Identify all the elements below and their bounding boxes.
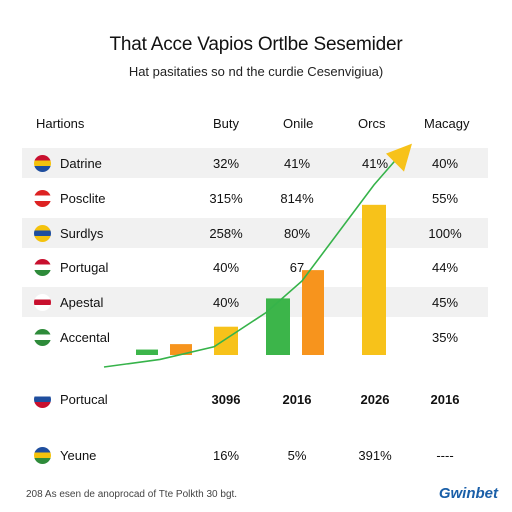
flag-icon (34, 294, 51, 311)
row-cell: 67 (289, 260, 305, 275)
flag-icon (34, 155, 51, 172)
brand-logo: Gwinbet (438, 485, 498, 502)
table-row: Yeune 16% 5% 391% ---- (22, 440, 488, 470)
row-cell: 44% (431, 260, 459, 275)
table-row: Surdlys 258% 80% 100% (22, 218, 488, 248)
header-col1: Buty (213, 116, 240, 131)
row-name: Accental (60, 330, 110, 345)
header-nations: Hartions (36, 116, 85, 131)
flag-icon (34, 391, 51, 408)
trend-arrowhead (386, 143, 412, 172)
chart-subtitle: Hat pasitaties so nd the curdie Cesenvig… (128, 64, 384, 79)
flag-icon (34, 329, 51, 346)
row-cell: 32% (212, 156, 240, 171)
flag-icon (34, 225, 51, 242)
row-name: Portucal (60, 392, 108, 407)
table-row: Datrine 32% 41% 41% 40% (22, 148, 488, 178)
bar (266, 298, 290, 355)
flag-icon (34, 259, 51, 276)
bar (214, 326, 238, 355)
row-cell: 814% (280, 191, 314, 206)
flag-icon (34, 190, 51, 207)
row-cell: 40% (212, 260, 240, 275)
row-cell: 80% (283, 226, 311, 241)
flag-icon (34, 447, 51, 464)
row-cell: 3096 (211, 392, 241, 407)
row-cell: 41% (283, 156, 311, 171)
row-cell: 2026 (360, 392, 390, 407)
row-cell: 391% (358, 448, 392, 463)
row-cell: 2016 (282, 392, 312, 407)
bar (362, 204, 386, 355)
table-row: Posclite 315% 814% 55% (22, 183, 488, 213)
row-cell: 16% (212, 448, 240, 463)
bar (302, 270, 324, 355)
row-cell: 40% (212, 295, 240, 310)
row-name: Datrine (60, 156, 102, 171)
row-cell: 5% (287, 448, 307, 463)
table-row: Portucal 3096 2016 2026 2016 (22, 384, 488, 414)
row-name: Apestal (60, 295, 104, 310)
row-name: Surdlys (60, 226, 104, 241)
row-cell: 315% (209, 191, 243, 206)
header-col3: Orcs (358, 116, 386, 131)
row-name: Posclite (60, 191, 106, 206)
chart-title: That Acce Vapios Ortlbe Sesemider (109, 34, 403, 55)
table-row: Accental 35% (22, 322, 488, 352)
bar (136, 349, 158, 355)
row-cell: 100% (428, 226, 462, 241)
row-cell: 258% (209, 226, 243, 241)
row-cell: 45% (431, 295, 459, 310)
row-name: Yeune (60, 448, 97, 463)
row-cell: 41% (361, 156, 389, 171)
row-cell: 55% (431, 191, 459, 206)
table-row: Portugal 40% 67 44% (22, 252, 488, 282)
header-col2: Onile (283, 116, 314, 131)
row-cell: 40% (431, 156, 459, 171)
table-row: Apestal 40% 45% (22, 287, 488, 317)
header-col4: Macagy (424, 116, 470, 131)
row-cell: ---- (436, 448, 454, 463)
row-cell: 2016 (430, 392, 460, 407)
footer-note: 208 As esen de anoprocad of Tte Polkth 3… (26, 489, 238, 500)
row-name: Portugal (60, 260, 109, 275)
trend-line (103, 159, 397, 368)
row-cell: 35% (431, 330, 459, 345)
bar (170, 344, 192, 355)
